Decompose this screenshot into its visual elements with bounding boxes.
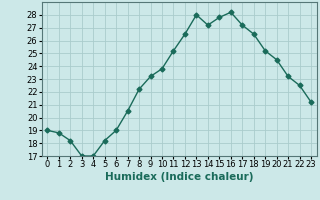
X-axis label: Humidex (Indice chaleur): Humidex (Indice chaleur) (105, 172, 253, 182)
